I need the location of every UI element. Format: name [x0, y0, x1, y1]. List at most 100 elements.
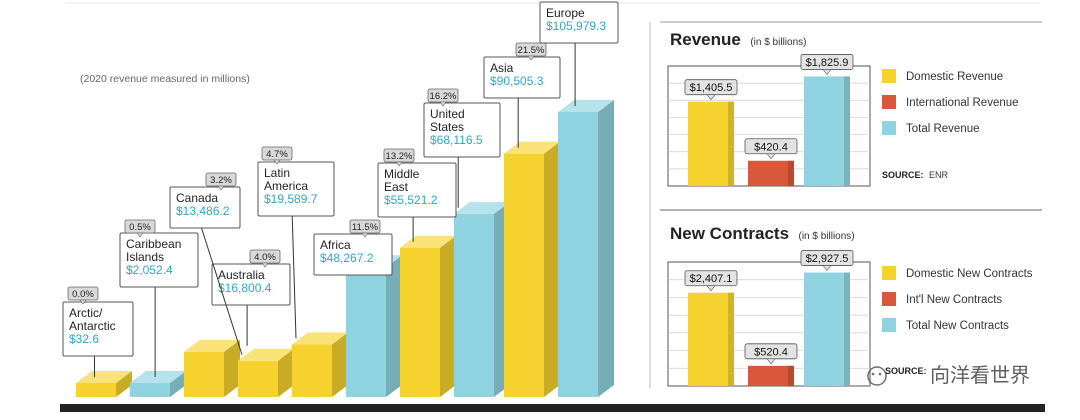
region-name-8-0: Asia [490, 61, 514, 75]
revenue-title-note: (in $ billions) [750, 37, 806, 48]
region-value-6: $55,521.2 [384, 193, 438, 207]
region-pct-3: 3.2% [205, 172, 237, 191]
region-value-3: $13,486.2 [176, 204, 230, 218]
main-label-cards: Arctic/Antarctic$32.6 0.0% CaribbeanIsland… [62, 1, 619, 377]
contracts-title: New Contracts [670, 224, 789, 243]
region-pct-1: 0.5% [124, 219, 156, 238]
region-value-7: $68,116.5 [430, 133, 483, 147]
svg-text:International Revenue: International Revenue [906, 97, 1019, 109]
revenue-title: Revenue [670, 30, 741, 49]
revenue-value-2: $1,825.9 [806, 57, 849, 69]
contracts-legend-item-1: Int'l New Contracts [882, 292, 1002, 306]
region-name-1-0: Caribbean [126, 237, 181, 251]
contracts-title-note: (in $ billions) [798, 231, 854, 242]
region-name-4-1: America [264, 179, 308, 193]
region-pct-6: 13.2% [383, 148, 415, 167]
region-bar-4 [292, 332, 348, 397]
svg-text:13.2%: 13.2% [386, 151, 413, 162]
watermark: 向洋看世界 [867, 363, 1030, 387]
revenue-legend-item-2: Total Revenue [882, 121, 980, 135]
region-bar-7 [454, 201, 510, 397]
revenue-bar-1: $420.4 [744, 138, 798, 186]
main-bar-series [76, 100, 614, 397]
region-name-9-0: Europe [546, 6, 585, 20]
region-card-5: Africa$48,267.2 11.5% [313, 219, 393, 276]
svg-text:21.5%: 21.5% [518, 45, 545, 56]
region-name-3-0: Canada [176, 191, 218, 205]
region-card-3: Canada$13,486.2 3.2% [169, 172, 243, 355]
region-bar-8 [504, 141, 560, 397]
region-name-4-0: Latin [264, 166, 290, 180]
region-name-6-0: Middle [384, 167, 420, 181]
contracts-legend: Domestic New Contracts Int'l New Contract… [882, 266, 1033, 332]
region-value-8: $90,505.3 [490, 74, 544, 88]
contracts-bar-1: $520.4 [744, 343, 798, 386]
revenue-bar-0: $1,405.5 [684, 79, 738, 186]
region-bar-0 [76, 371, 132, 397]
region-pct-0: 0.0% [67, 286, 99, 305]
region-name-1-1: Islands [126, 250, 164, 264]
main-chart-subtitle: (2020 revenue measured in millions) [80, 73, 250, 85]
region-value-4: $19,589.7 [264, 192, 318, 206]
region-value-9: $105,979.3 [546, 19, 606, 33]
contracts-legend-item-0: Domestic New Contracts [882, 266, 1033, 280]
region-pct-2: 4.0% [249, 249, 281, 268]
svg-text:Total Revenue: Total Revenue [906, 123, 980, 135]
revenue-source-value: ENR [929, 170, 949, 180]
revenue-legend-item-1: International Revenue [882, 95, 1019, 109]
svg-text:4.7%: 4.7% [266, 149, 288, 160]
region-pct-7: 16.2% [427, 88, 459, 107]
region-bar-1 [130, 371, 186, 397]
region-pct-5: 11.5% [349, 219, 381, 238]
contracts-plot: $2,407.1 $520.4 $2,927.5 [667, 250, 871, 387]
svg-text:Total New Contracts: Total New Contracts [906, 320, 1009, 332]
svg-text:0.5%: 0.5% [129, 222, 151, 233]
svg-text:4.0%: 4.0% [254, 252, 276, 263]
region-value-5: $48,267.2 [320, 251, 374, 265]
region-card-0: Arctic/Antarctic$32.6 0.0% [62, 286, 134, 377]
region-card-8: Asia$90,505.3 21.5% [483, 42, 561, 148]
contracts-value-2: $2,927.5 [806, 253, 849, 265]
region-bar-2 [184, 339, 240, 397]
contracts-bar-0: $2,407.1 [684, 270, 738, 386]
revenue-value-1: $420.4 [754, 141, 788, 153]
revenue-plot: $1,405.5 $420.4 $1,825.9 [667, 54, 871, 187]
revenue-panel: Revenue (in $ billions) $1,405.5$420.4$1… [660, 21, 1042, 187]
region-pct-4: 4.7% [261, 146, 293, 165]
svg-text:Revenue (in $ billions): Revenue (in $ billions) [670, 30, 806, 49]
contracts-value-0: $2,407.1 [690, 273, 733, 285]
contracts-legend-item-2: Total New Contracts [882, 318, 1009, 332]
region-name-7-0: United [430, 107, 465, 121]
revenue-bar-2: $1,825.9 [800, 54, 854, 186]
region-name-0-1: Antarctic [69, 319, 116, 333]
revenue-legend-item-0: Domestic Revenue [882, 69, 1003, 83]
svg-text:Domestic New Contracts: Domestic New Contracts [906, 268, 1033, 280]
svg-text:New Contracts (in $ bill: New Contracts (in $ billions) [670, 224, 855, 243]
svg-text:16.2%: 16.2% [430, 91, 457, 102]
svg-text:SOURCE: ENR: SOURCE: ENR [882, 170, 949, 180]
svg-text:3.2%: 3.2% [210, 175, 232, 186]
region-name-7-1: States [430, 120, 464, 134]
revenue-source-label: SOURCE: [882, 170, 924, 180]
watermark-text: 向洋看世界 [930, 363, 1030, 387]
revenue-value-0: $1,405.5 [690, 82, 733, 94]
contracts-source-label: SOURCE: [885, 366, 927, 376]
region-value-1: $2,052.4 [126, 263, 173, 277]
region-value-0: $32.6 [69, 332, 99, 346]
region-name-2-0: Australia [218, 268, 265, 282]
region-name-0-0: Arctic/ [69, 306, 103, 320]
revenue-legend: Domestic Revenue International Revenue Tot… [882, 69, 1019, 135]
contracts-value-1: $520.4 [754, 346, 788, 358]
ground-bar [60, 404, 1045, 412]
region-card-9: Europe$105,979.3 [539, 1, 619, 106]
contracts-bar-2: $2,927.5 [800, 250, 854, 386]
region-name-5-0: Africa [320, 238, 351, 252]
region-bar-6 [400, 235, 456, 397]
region-value-2: $16,800.4 [218, 281, 272, 295]
svg-text:Int'l New Contracts: Int'l New Contracts [906, 294, 1002, 306]
